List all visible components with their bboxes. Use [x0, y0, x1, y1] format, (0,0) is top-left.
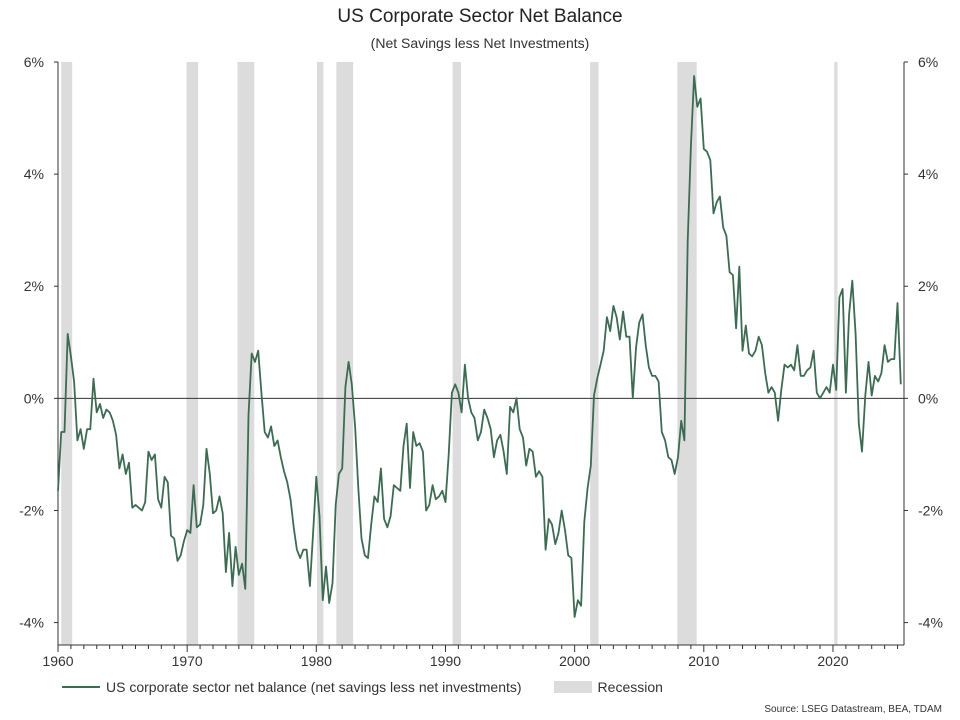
- y-tick-label-right: 0%: [918, 390, 938, 406]
- recession-band-8: [834, 62, 838, 645]
- recession-band-7: [677, 62, 697, 645]
- legend-series-swatch: [62, 686, 100, 688]
- x-tick-label: 2010: [688, 653, 719, 669]
- legend-recession-label: Recession: [597, 679, 663, 695]
- x-tick-label: 1990: [430, 653, 461, 669]
- series-line-0: [57, 75, 902, 618]
- y-tick-label-left: 4%: [24, 166, 44, 182]
- x-tick-label: 1980: [301, 653, 332, 669]
- axes: -4% -4% -2% -2% 0% 0% 2% 2% 4% 4% 6% 6% 1960 1970 1980…: [19, 54, 943, 669]
- recession-band-6: [590, 62, 599, 645]
- recession-band-4: [336, 62, 354, 645]
- y-tick-label-right: 4%: [918, 166, 938, 182]
- series-layer: [57, 75, 902, 618]
- recession-band-5: [452, 62, 461, 645]
- y-tick-label-left: 6%: [24, 54, 44, 70]
- legend-recession-swatch: [553, 681, 592, 693]
- recession-band-3: [316, 62, 324, 645]
- legend-series-label: US corporate sector net balance (net sav…: [106, 679, 522, 695]
- x-tick-label: 2020: [817, 653, 848, 669]
- y-tick-label-right: -4%: [918, 615, 943, 631]
- chart-subtitle: (Net Savings less Net Investments): [370, 35, 590, 51]
- recession-band-1: [186, 62, 199, 645]
- chart-title: US Corporate Sector Net Balance: [337, 6, 623, 27]
- x-tick-label: 1960: [42, 653, 73, 669]
- y-tick-label-right: 6%: [918, 54, 938, 70]
- y-tick-label-right: 2%: [918, 278, 938, 294]
- source-note: Source: LSEG Datastream, BEA, TDAM: [764, 704, 942, 715]
- y-tick-label-left: 0%: [24, 390, 44, 406]
- legend: US corporate sector net balance (net sav…: [62, 679, 663, 695]
- y-tick-label-right: -2%: [918, 502, 943, 518]
- y-tick-label-left: -2%: [19, 502, 44, 518]
- x-tick-label: 1970: [172, 653, 203, 669]
- y-tick-label-left: 2%: [24, 278, 44, 294]
- y-tick-label-left: -4%: [19, 615, 44, 631]
- x-tick-label: 2000: [559, 653, 590, 669]
- recession-band-2: [237, 62, 255, 645]
